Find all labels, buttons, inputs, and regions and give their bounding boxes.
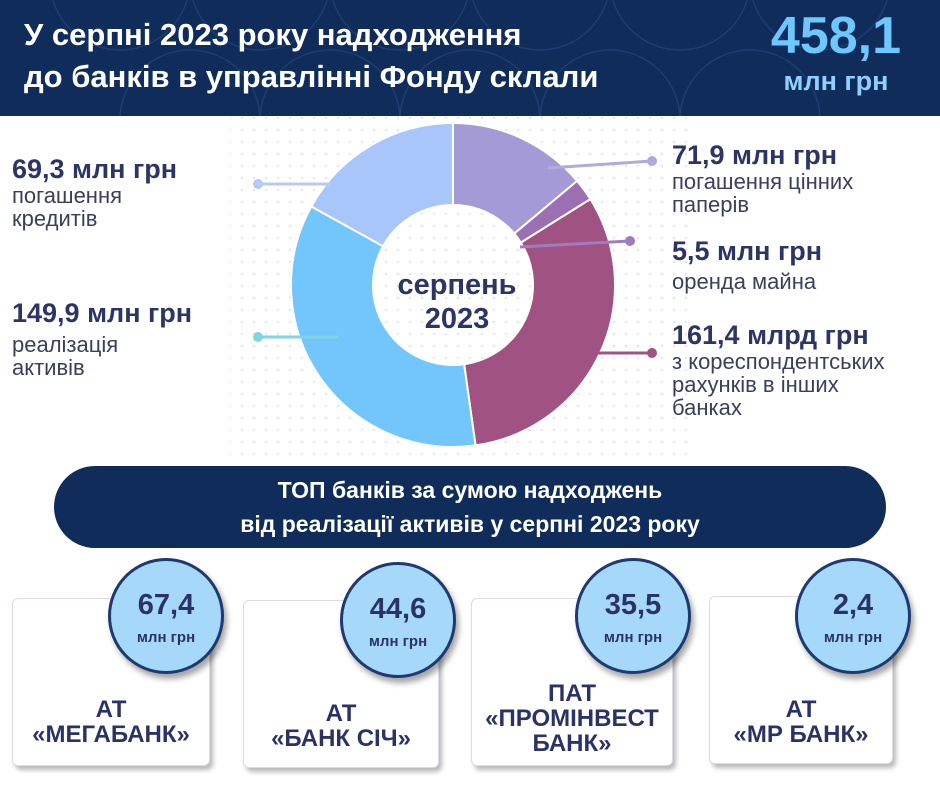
donut-slice-correspondent: [463, 197, 616, 447]
header-banner: У серпні 2023 року надходження до банків…: [0, 0, 940, 116]
leader-dot-correspondent: [647, 348, 657, 358]
top-banks-title-line-2: від реалізації активів у серпні 2023 рок…: [240, 511, 700, 537]
leader-dot-rent: [625, 236, 635, 246]
bank-amount-unit: млн грн: [136, 629, 196, 646]
total-value: 458,1: [770, 7, 902, 65]
donut-slices: [290, 121, 616, 448]
leader-dot-assets: [253, 332, 263, 342]
bank-amount-value: 67,4: [137, 589, 195, 621]
bank-amount-circle-prominvest: 35,5 млн грн: [575, 558, 691, 674]
callout-correspondent-value: 161,4 млрд грн: [672, 320, 869, 350]
page-title: У серпні 2023 року надходження до банків…: [24, 14, 764, 98]
callout-correspondent-desc-2: рахунків в інших: [672, 372, 839, 397]
callout-correspondent-desc-1: з кореспондентських: [672, 349, 885, 374]
leader-dot-securities: [647, 156, 657, 166]
bank-amount-circle-mr-bank: 2,4 млн грн: [795, 558, 911, 674]
bank-amount-value: 44,6: [369, 593, 427, 625]
leader-dot-credits: [253, 179, 263, 189]
top-banks-title-line-1: ТОП банків за сумою надходжень: [277, 477, 663, 503]
callout-correspondent: 161,4 млрд грн з кореспондентських рахун…: [672, 320, 885, 419]
bank-amount-circle-bank-sich: 44,6 млн грн: [340, 562, 456, 678]
callout-assets-desc-1: реалізація: [12, 332, 119, 357]
callout-rent: 5,5 млн грн оренда майна: [672, 236, 822, 293]
bank-name-megabank: АТ «МЕГАБАНК»: [13, 697, 209, 747]
leader-line-securities: [547, 159, 653, 170]
callout-rent-desc-1: оренда майна: [672, 269, 817, 294]
header-pattern: [52, 0, 888, 116]
callout-securities-desc-2: паперів: [672, 192, 750, 217]
bank-name-prominvest: ПАТ «ПРОМІНВЕСТ БАНК»: [472, 681, 672, 756]
callout-assets-desc-2: активів: [12, 355, 85, 380]
callout-securities-value: 71,9 млн грн: [672, 140, 838, 170]
bank-name-mr-bank: АТ «МР БАНК»: [710, 697, 892, 747]
callout-credits: 69,3 млн грн погашення кредитів: [12, 154, 177, 230]
bank-name-line-2: «БАНК СІЧ»: [271, 725, 411, 752]
center-label-month: серпень: [398, 269, 517, 301]
callout-credits-desc-2: кредитів: [12, 206, 98, 231]
bank-name-line-1: АТ: [325, 700, 357, 727]
page-title-line-2: до банків в управлінні Фонду склали: [24, 59, 599, 94]
bank-name-line-1: АТ: [785, 696, 817, 723]
donut-slice-credits: [309, 121, 454, 248]
callout-credits-desc-1: погашення: [12, 183, 123, 208]
total-amount: 458,1 млн грн: [746, 6, 926, 96]
top-banks-banner: ТОП банків за сумою надходжень від реалі…: [54, 466, 886, 548]
callout-assets-value: 149,9 млн грн: [12, 298, 193, 328]
total-unit: млн грн: [783, 66, 889, 96]
bank-amount-unit: млн грн: [368, 633, 428, 650]
center-label-year: 2023: [425, 303, 490, 335]
callout-securities-desc-1: погашення цінних: [672, 169, 854, 194]
bank-amount-circle-megabank: 67,4 млн грн: [108, 558, 224, 674]
bank-name-line-2: «МЕГАБАНК»: [32, 721, 190, 748]
bank-amount-value: 35,5: [604, 589, 662, 621]
leader-line-rent: [519, 239, 631, 249]
leader-lines: [253, 156, 657, 358]
bank-name-line-2: «ПРОМІНВЕСТ: [485, 705, 659, 732]
donut-chart: серпень 2023: [230, 116, 690, 461]
callout-credits-value: 69,3 млн грн: [12, 154, 178, 184]
donut-slice-assets: [290, 205, 477, 448]
callout-correspondent-desc-3: банках: [672, 395, 742, 420]
callout-assets: 149,9 млн грн реалізація активів: [12, 298, 192, 379]
bank-amount-value: 2,4: [832, 589, 874, 621]
bank-amount-unit: млн грн: [823, 629, 883, 646]
bank-name-line-1: АТ: [95, 696, 127, 723]
bank-amount-unit: млн грн: [603, 629, 663, 646]
bank-name-bank-sich: АТ «БАНК СІЧ»: [244, 701, 438, 751]
callout-securities: 71,9 млн грн погашення цінних паперів: [672, 140, 853, 216]
bank-name-line-1: ПАТ: [547, 680, 597, 707]
bank-name-line-2: «МР БАНК»: [733, 721, 869, 748]
bank-name-line-3: БАНК»: [532, 730, 612, 757]
callout-rent-value: 5,5 млн грн: [672, 236, 823, 266]
page-title-line-1: У серпні 2023 року надходження: [24, 17, 522, 52]
